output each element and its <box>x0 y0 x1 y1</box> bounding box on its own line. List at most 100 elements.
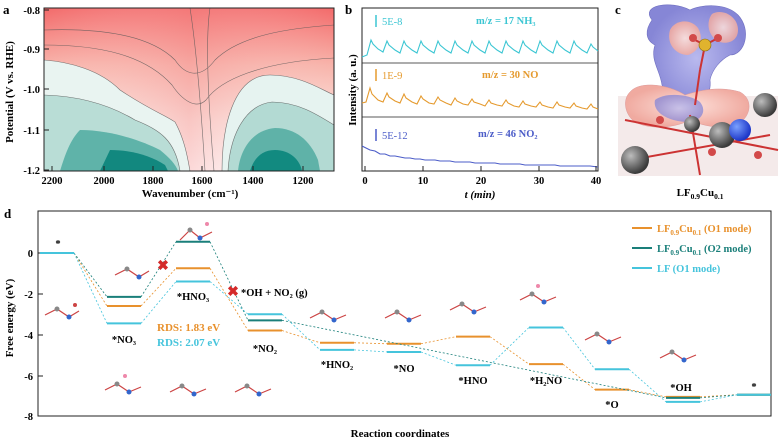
energy-connector <box>281 319 667 399</box>
step-label: *HNO <box>458 376 487 387</box>
step-label: *NO₃ <box>112 335 136 346</box>
ytick-label: -6 <box>24 372 33 383</box>
legend-label-orange: LF0.9Cu0.1 (O1 mode) <box>657 224 752 237</box>
legend-mid: Cu <box>679 244 693 255</box>
charge-density-image <box>618 4 779 176</box>
energy-connector <box>140 241 177 298</box>
scale-text-nh3: 5E-8 <box>382 17 402 28</box>
xtick-label: 2000 <box>94 176 115 187</box>
legend: LF0.9Cu0.1 (O1 mode) LF0.9Cu0.1 (O2 mode… <box>632 224 752 275</box>
panel-c-caption: LF0.9Cu0.1 <box>677 187 724 201</box>
rds-cyan-label: RDS: 2.07 eV <box>157 337 220 349</box>
energy-connector <box>489 327 530 366</box>
oh-no2-annotation: *OH + NO₂ (g) <box>241 288 308 299</box>
energy-connector <box>73 252 108 298</box>
xtick-label: 20 <box>476 176 487 187</box>
legend-sub: 0.9 <box>670 229 679 237</box>
ytick-label: -8 <box>24 412 33 423</box>
caption-main: LF <box>677 187 691 199</box>
xtick-label: 1600 <box>192 176 213 187</box>
energy-connector <box>699 394 738 403</box>
step-label: *NO₂ <box>253 344 277 355</box>
energy-connector <box>281 330 321 344</box>
legend-main: LF <box>657 244 670 255</box>
adsorbate-thumbnail <box>234 383 272 397</box>
xtick-label: 1200 <box>293 176 314 187</box>
energy-connector <box>628 389 667 398</box>
panel-a-xticks: 2200 2000 1800 1600 1400 1200 <box>42 166 314 187</box>
atom-copper <box>729 119 751 141</box>
adsorbate-thumbnail <box>44 303 80 320</box>
panel-a-ylabel: Potential (V vs. RHE) <box>4 41 16 143</box>
atom-oxygen <box>656 116 664 124</box>
adsorbate-thumbnail <box>519 284 557 305</box>
panel-c: c <box>615 2 779 201</box>
energy-connector <box>562 363 596 390</box>
panel-d: d 0 -2 -4 -6 -8 Free energy (eV) Reactio… <box>4 206 772 440</box>
energy-connector <box>209 281 249 315</box>
trace-no <box>361 86 599 110</box>
ytick-label: -2 <box>24 290 33 301</box>
xtick-label: 1400 <box>243 176 264 187</box>
atom-lanthanum <box>709 122 735 148</box>
panel-d-frame <box>37 210 772 417</box>
legend-label-cyan: LF (O1 mode) <box>657 264 721 275</box>
legend-main: LF <box>657 224 670 235</box>
panel-a-xlabel: Wavenumber (cm⁻¹) <box>142 188 239 200</box>
adsorbate-thumbnail <box>114 266 150 280</box>
panel-label-c: c <box>615 2 621 17</box>
legend-label-teal: LF0.9Cu0.1 (O2 mode) <box>657 244 752 257</box>
energy-connector <box>140 281 177 324</box>
ytick-label: -1.1 <box>23 126 40 137</box>
legend-mid: Cu <box>679 224 693 235</box>
free-energy-plot <box>40 240 771 403</box>
atom-oxygen <box>708 148 716 156</box>
panel-label-a: a <box>3 2 10 17</box>
xtick-label: 2200 <box>42 176 63 187</box>
atom-lanthanum <box>621 146 649 174</box>
legend-sub: 0.9 <box>670 249 679 257</box>
atom-oxygen <box>714 34 722 42</box>
energy-connector <box>209 268 249 331</box>
ytick-label: 0 <box>28 249 33 260</box>
xtick-label: 0 <box>362 176 367 187</box>
step-label: *H₂NO <box>530 376 562 387</box>
panel-b-ylabel: Intensity (a. u.) <box>347 54 359 126</box>
energy-connector <box>73 252 108 324</box>
xtick-label: 10 <box>418 176 429 187</box>
ytick-label: -4 <box>24 331 33 342</box>
species-label-no2: m/z = 46 NO₂ <box>478 129 538 140</box>
adsorbate-thumbnail <box>104 374 142 395</box>
panel-a: a -0.8 -0.9 -1.0 -1.1 -1 <box>3 2 335 200</box>
scale-text-no: 1E-9 <box>382 71 402 82</box>
energy-connector <box>420 336 457 345</box>
adsorbate-thumbnails <box>44 222 697 397</box>
energy-connector <box>209 241 249 321</box>
energy-connector <box>353 349 388 353</box>
contour-right-core <box>250 150 302 171</box>
panel-b-xlabel: t (min) <box>465 189 496 201</box>
energy-connector <box>628 368 667 403</box>
ytick-label: -0.8 <box>23 6 40 17</box>
rds-orange-label: RDS: 1.83 eV <box>157 322 220 334</box>
step-label: *HNO₂ <box>321 360 353 371</box>
energy-connector <box>140 268 177 307</box>
panel-d-xlabel: Reaction coordinates <box>351 428 450 440</box>
adsorbate-thumbnail <box>179 222 213 241</box>
panel-b-xticks: 0 10 20 30 40 <box>362 166 601 187</box>
xtick-label: 1800 <box>143 176 164 187</box>
energy-connector <box>489 336 530 365</box>
xtick-label: 40 <box>591 176 602 187</box>
step-label: *NO <box>394 364 415 375</box>
contour-left-core <box>100 150 168 171</box>
step-label: *HNO₃ <box>177 292 209 303</box>
interface-depletion <box>654 94 704 122</box>
adsorbate-thumbnail <box>584 331 622 345</box>
step-label: * <box>751 382 756 393</box>
legend-sub: 0.1 <box>693 249 702 257</box>
step-labels: * *NO₃ *HNO₃ *NO₂ *HNO₂ *NO *HNO *H₂NO *… <box>55 239 756 411</box>
scale-text-no2: 5E-12 <box>382 131 408 142</box>
step-label: * <box>55 239 60 250</box>
ytick-label: -0.9 <box>23 45 40 56</box>
